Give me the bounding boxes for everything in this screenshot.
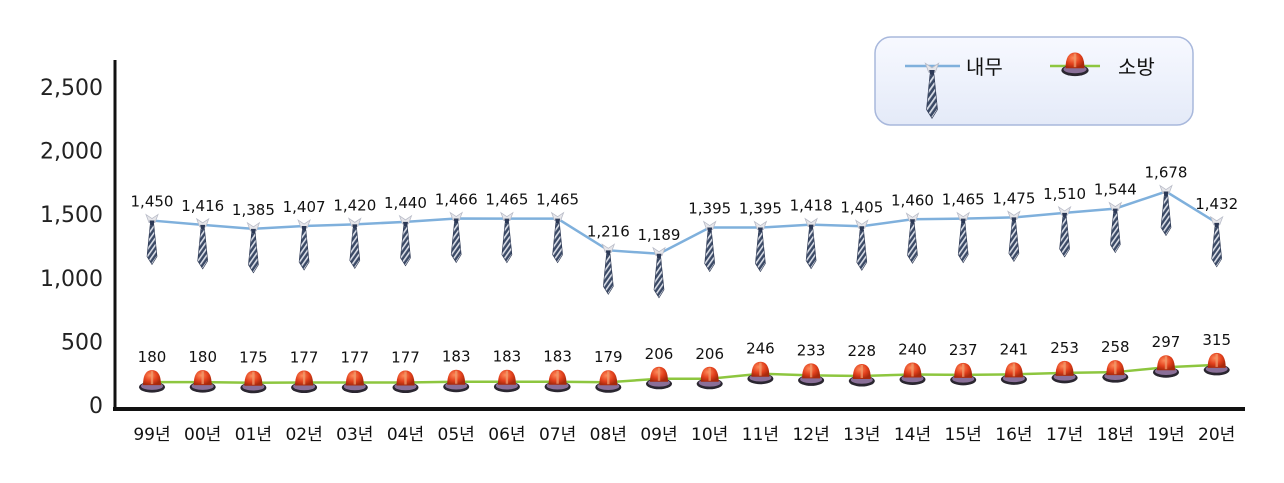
data-label: 315	[1202, 331, 1231, 349]
necktie-icon	[753, 221, 767, 273]
data-label: 1,420	[333, 196, 376, 214]
x-tick-label: 10년	[691, 425, 728, 445]
necktie-icon	[1007, 210, 1021, 262]
data-label: 258	[1101, 338, 1130, 356]
x-tick-label: 03년	[336, 425, 373, 445]
data-label: 1,395	[688, 200, 731, 218]
x-tick-label: 12년	[792, 425, 829, 445]
necktie-icon	[652, 247, 666, 299]
x-tick-label: 11년	[742, 425, 779, 445]
x-tick-label: 06년	[488, 425, 525, 445]
necktie-icon	[855, 219, 869, 271]
data-label: 177	[290, 348, 319, 366]
data-label: 241	[1000, 340, 1029, 358]
x-tick-label: 20년	[1198, 425, 1235, 445]
legend-box	[874, 36, 1194, 126]
series-0: 1,450 1,416 1,385 1,407 1,420 1,440 1,466 1,465…	[131, 164, 1238, 299]
data-label: 1,465	[536, 191, 579, 209]
series-layer: 1,450 1,416 1,385 1,407 1,420 1,440 1,466 1,465…	[131, 164, 1238, 394]
x-tick-label: 99년	[133, 425, 170, 445]
data-label: 1,385	[232, 201, 275, 219]
data-label: 228	[847, 342, 876, 360]
data-label: 1,407	[283, 198, 326, 216]
series-1: 180 180 175 177 177 177 183 183 183 179 206 206 246 2…	[138, 331, 1231, 394]
y-tick-label: 2,000	[40, 140, 103, 165]
data-label: 1,450	[131, 193, 174, 211]
series-line-0	[151, 190, 1218, 256]
data-label: 240	[898, 340, 927, 358]
x-tick-label: 07년	[539, 425, 576, 445]
data-label: 1,460	[891, 191, 934, 209]
x-tick-label: 08년	[590, 425, 627, 445]
legend-label-series-1: 소방	[1118, 55, 1155, 79]
data-label: 1,466	[435, 191, 478, 209]
data-label: 180	[138, 348, 167, 366]
x-tick-label: 00년	[184, 425, 221, 445]
y-tick-label: 2,500	[40, 76, 103, 101]
data-label: 1,395	[739, 200, 782, 218]
necktie-icon	[348, 217, 362, 269]
data-label: 233	[797, 341, 826, 359]
data-label: 1,475	[992, 189, 1035, 207]
necktie-icon	[804, 218, 818, 270]
legend-label-series-0: 내무	[966, 55, 1003, 79]
data-label: 1,416	[181, 197, 224, 215]
necktie-icon	[399, 215, 412, 267]
data-label: 177	[340, 348, 369, 366]
data-label: 1,465	[485, 191, 528, 209]
data-label: 206	[695, 345, 724, 363]
data-label: 1,432	[1195, 195, 1238, 213]
data-label: 246	[746, 340, 775, 358]
data-label: 175	[239, 349, 268, 367]
y-tick-label: 1,000	[40, 267, 103, 292]
necktie-icon	[297, 219, 311, 271]
x-tick-label: 17년	[1046, 425, 1083, 445]
x-tick-label: 09년	[640, 425, 677, 445]
data-label: 179	[594, 348, 623, 366]
data-label: 183	[543, 348, 572, 366]
data-label: 1,678	[1145, 164, 1188, 182]
data-label: 1,405	[840, 198, 883, 216]
x-tick-label: 05년	[438, 425, 475, 445]
x-tick-label: 14년	[894, 425, 931, 445]
data-label: 1,544	[1094, 181, 1137, 199]
x-tick-label: 18년	[1097, 425, 1134, 445]
data-label: 1,418	[790, 197, 833, 215]
data-label: 297	[1152, 333, 1181, 351]
x-tick-label: 15년	[945, 425, 982, 445]
data-label: 237	[949, 341, 978, 359]
data-label: 253	[1050, 339, 1079, 357]
legend: 내무 소방	[874, 36, 1194, 126]
data-label: 183	[442, 348, 471, 366]
data-label: 180	[188, 348, 217, 366]
series-line-1	[152, 363, 1217, 384]
necktie-icon	[1210, 216, 1224, 268]
necktie-icon	[246, 222, 260, 274]
data-label: 1,465	[942, 191, 985, 209]
x-tick-label: 02년	[285, 425, 322, 445]
data-label: 206	[645, 345, 674, 363]
data-label: 1,189	[638, 226, 681, 244]
x-axis-ticks: 99년 00년 01년 02년 03년 04년 05년 06년 07년 08년 09년 10년 11년 1…	[133, 425, 1235, 445]
data-label: 177	[391, 348, 420, 366]
x-tick-label: 04년	[387, 425, 424, 445]
data-label: 1,440	[384, 194, 427, 212]
necktie-icon	[500, 212, 514, 264]
x-tick-label: 19년	[1147, 425, 1184, 445]
y-tick-label: 500	[61, 330, 103, 355]
x-tick-label: 16년	[995, 425, 1032, 445]
necktie-icon	[956, 212, 970, 264]
data-label: 1,510	[1043, 185, 1086, 203]
y-axis-ticks: 0 500 1,000 1,500 2,000 2,500	[40, 76, 103, 419]
x-tick-label: 13년	[843, 425, 880, 445]
x-tick-label: 01년	[235, 425, 272, 445]
data-label: 183	[493, 348, 522, 366]
y-tick-label: 0	[89, 394, 103, 419]
y-tick-label: 1,500	[40, 203, 103, 228]
data-label: 1,216	[587, 222, 630, 240]
